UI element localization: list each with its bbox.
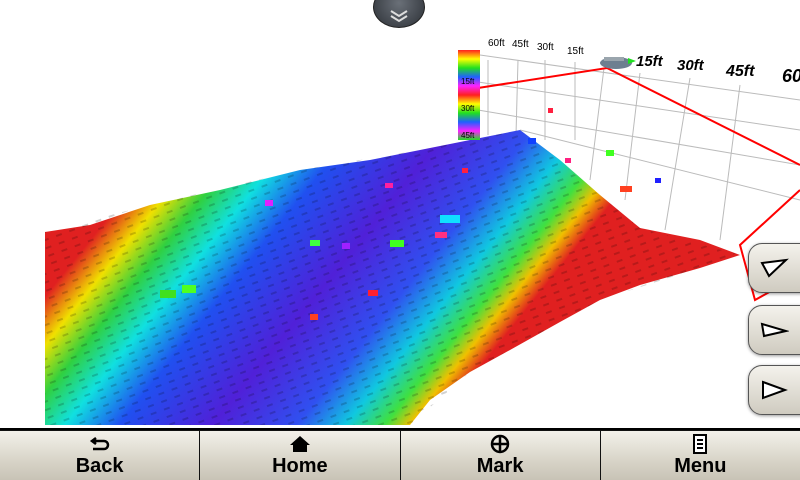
home-button[interactable]: Home (200, 431, 400, 480)
grid-lines (477, 54, 800, 241)
range-label: 60ft (488, 38, 505, 49)
view-angle-low-icon (762, 380, 788, 400)
home-icon (289, 434, 311, 454)
menu-button[interactable]: Menu (600, 431, 800, 480)
back-button[interactable]: Back (0, 431, 200, 480)
mark-button[interactable]: Mark (400, 431, 600, 480)
depth-label: 30ft (461, 104, 475, 113)
sonar-3d-view[interactable]: 15ft 30ft 45ft 60ft 45ft 30ft 15ft 15ft … (0, 0, 800, 428)
bottom-nav-bar: Back Home Mark Menu (0, 428, 800, 480)
range-label: 30ft (537, 42, 554, 53)
view-angle-high-icon (760, 258, 789, 278)
mark-label: Mark (476, 455, 524, 477)
range-label: 15ft (636, 53, 664, 70)
range-label: 45ft (725, 63, 755, 80)
range-label: 15ft (567, 46, 584, 57)
range-axis-front: 15ft 30ft 45ft 60 (636, 53, 800, 86)
back-arrow-icon (89, 434, 111, 454)
crosshair-icon (489, 434, 511, 454)
range-label: 45ft (512, 39, 529, 50)
depth-label: 45ft (461, 131, 475, 140)
depth-color-scale: 15ft 30ft 45ft (458, 50, 480, 140)
view-angle-mid-icon (760, 322, 789, 338)
range-axis-back: 60ft 45ft 30ft 15ft (488, 38, 584, 57)
double-chevron-down-icon (390, 10, 408, 23)
menu-label: Menu (674, 455, 727, 477)
back-label: Back (75, 455, 124, 477)
sonar-texture (45, 130, 740, 425)
home-label: Home (272, 455, 328, 477)
depth-label: 15ft (461, 77, 475, 86)
view-angle-mid-button[interactable] (748, 305, 800, 355)
menu-list-icon (692, 434, 708, 454)
view-angle-high-button[interactable] (748, 243, 800, 293)
view-angle-low-button[interactable] (748, 365, 800, 415)
boat-icon (600, 57, 636, 69)
fish-targets (160, 108, 661, 320)
range-label: 30ft (677, 57, 705, 74)
range-label: 60 (782, 66, 800, 86)
